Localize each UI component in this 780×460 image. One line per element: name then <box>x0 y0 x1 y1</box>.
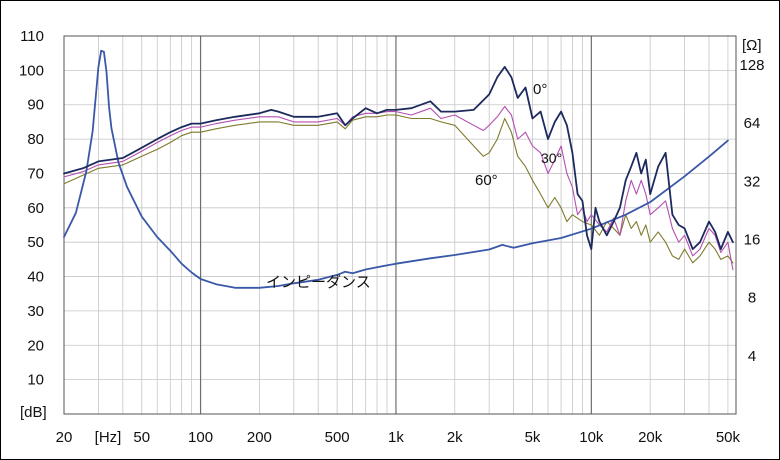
left-axis-unit-label: [dB] <box>20 404 47 421</box>
right-tick-label: 16 <box>744 232 761 249</box>
series-line-impedance <box>63 49 729 289</box>
left-axis-tick-labels: 110 100 90 80 70 60 50 40 30 20 10 <box>19 28 44 389</box>
left-tick-label: 100 <box>19 62 44 79</box>
x-tick-label: 100 <box>188 429 213 446</box>
left-tick-label: 10 <box>27 372 44 389</box>
left-tick-label: 30 <box>27 303 44 320</box>
x-tick-label: 50k <box>716 429 741 446</box>
left-tick-label: 80 <box>27 131 44 148</box>
x-tick-label: 200 <box>247 429 272 446</box>
right-tick-label: 4 <box>748 348 756 365</box>
x-tick-label: 10k <box>579 429 604 446</box>
right-tick-label: 64 <box>744 115 761 132</box>
series-lines <box>63 49 734 289</box>
left-tick-label: 110 <box>20 28 44 45</box>
left-tick-label: 50 <box>27 234 44 251</box>
series-line-off-axis-60 <box>63 114 734 264</box>
annotation-30-degree: 30° <box>541 150 562 166</box>
right-tick-label: 8 <box>748 290 756 307</box>
x-tick-label: 20 <box>56 429 73 446</box>
left-tick-label: 90 <box>27 97 44 114</box>
series-line-on-axis <box>63 66 734 250</box>
right-axis-tick-labels: 128 64 32 16 8 4 <box>739 57 764 365</box>
left-tick-label: 70 <box>27 165 44 182</box>
plot-area-border <box>63 35 737 415</box>
left-tick-label: 60 <box>27 200 44 217</box>
left-tick-label: 20 <box>27 337 44 354</box>
right-axis-unit-label: [Ω] <box>742 37 762 54</box>
x-tick-label: 2k <box>447 429 463 446</box>
x-axis-tick-labels: 20 50 100 200 500 1k 2k 5k 10k 20k 50k <box>56 429 741 446</box>
left-tick-label: 40 <box>27 269 44 286</box>
x-tick-label: 500 <box>325 429 350 446</box>
annotation-impedance: インピーダンス <box>266 274 371 291</box>
right-tick-label: 32 <box>744 173 761 190</box>
right-tick-label: 128 <box>739 57 764 74</box>
minor-gridlines <box>63 36 736 414</box>
x-tick-label: 1k <box>388 429 404 446</box>
x-tick-label: 50 <box>133 429 150 446</box>
series-line-off-axis-30 <box>63 105 734 271</box>
x-axis-unit-label: [Hz] <box>95 429 122 446</box>
x-tick-label: 20k <box>638 429 663 446</box>
x-tick-label: 5k <box>525 429 541 446</box>
annotation-0-degree: 0° <box>533 81 547 98</box>
annotation-60-degree: 60° <box>475 172 498 189</box>
